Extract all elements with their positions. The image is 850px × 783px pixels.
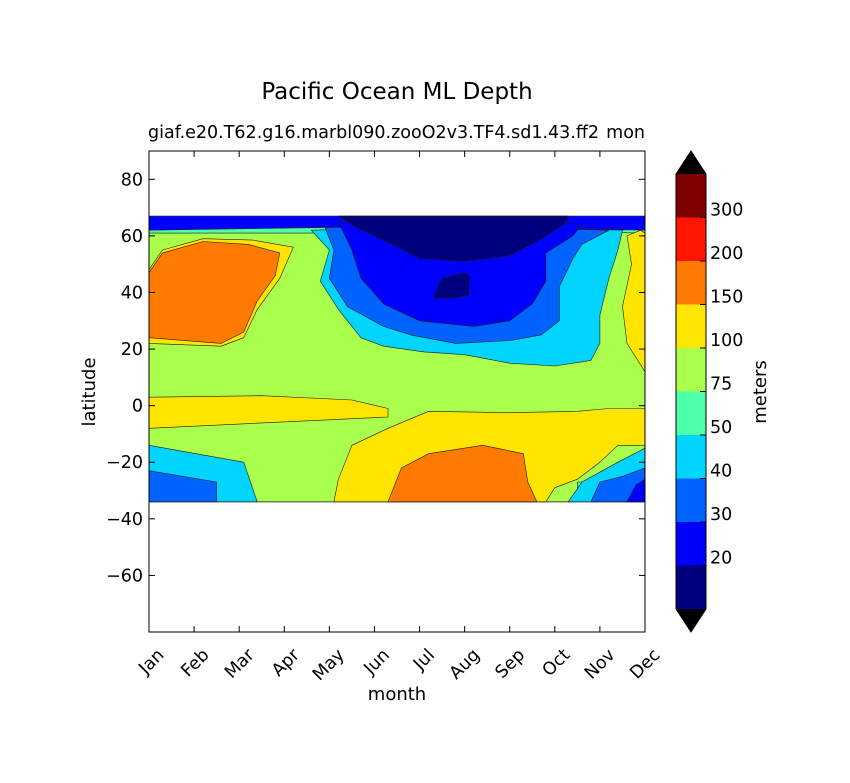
chart-subtitle-right: mon	[606, 123, 645, 143]
y-tick-label: 20	[121, 340, 143, 360]
contour-region-9	[387, 444, 538, 503]
contour-region-8	[149, 241, 281, 344]
colorbar-tick-label: 300	[710, 201, 743, 221]
contour-region-19	[432, 272, 470, 299]
contour-region-4	[622, 229, 645, 373]
colorbar-label: meters	[750, 360, 771, 424]
colorbar-tick-label: 40	[710, 462, 732, 482]
colorbar-segment-4	[676, 391, 706, 435]
colorbar-segment-5	[676, 348, 706, 392]
contour-region-5	[149, 395, 389, 429]
colorbar-extend-min	[676, 609, 706, 632]
colorbar-segment-1	[676, 522, 706, 566]
y-tick-label: −60	[106, 566, 143, 586]
colorbar: 20 30 40 50 75 100 150 200 300	[675, 150, 743, 633]
colorbar-segment-0	[676, 565, 706, 609]
colorbar-tick-label: 200	[710, 244, 743, 264]
y-tick-label: 60	[121, 227, 143, 247]
colorbar-segment-8	[676, 217, 706, 261]
contour-region-18	[338, 215, 569, 262]
y-axis: 80 60 40 20 0 −20 −40 −60	[106, 170, 645, 586]
y-tick-label: −40	[106, 510, 143, 530]
colorbar-tick-label: 75	[710, 375, 732, 395]
chart-title: Pacific Ocean ML Depth	[261, 79, 532, 105]
colorbar-tick-label: 150	[710, 288, 743, 308]
colorbar-extend-max	[676, 151, 706, 174]
x-axis-label: month	[368, 684, 426, 705]
contour-region-17	[626, 478, 645, 503]
colorbar-segment-2	[676, 478, 706, 522]
colorbar-tick-label: 100	[710, 331, 743, 351]
colorbar-segment-9	[676, 174, 706, 218]
colorbar-tick-label: 50	[710, 418, 732, 438]
colorbar-tick-label: 30	[710, 505, 732, 525]
contour-fill-layer	[149, 215, 645, 503]
y-tick-label: 80	[121, 170, 143, 190]
colorbar-segment-3	[676, 435, 706, 479]
colorbar-segment-6	[676, 304, 706, 348]
y-tick-label: 40	[121, 283, 143, 303]
colorbar-outline	[675, 150, 707, 633]
y-tick-label: 0	[132, 397, 143, 417]
y-tick-label: −20	[106, 453, 143, 473]
plot-frame	[148, 150, 646, 633]
contour-region-14	[149, 470, 217, 503]
y-axis-label: latitude	[79, 357, 100, 426]
chart-subtitle-left: giaf.e20.T62.g16.marbl090.zooO2v3.TF4.sd…	[148, 123, 599, 143]
colorbar-tick-label: 20	[710, 549, 732, 569]
colorbar-segment-7	[676, 261, 706, 305]
